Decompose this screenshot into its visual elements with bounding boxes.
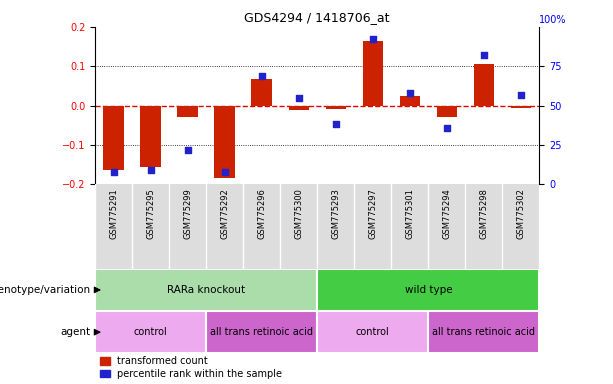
Bar: [95, 269, 318, 311]
Text: GSM775291: GSM775291: [109, 189, 118, 239]
Point: [368, 36, 378, 43]
Bar: [95, 311, 206, 353]
Text: GSM775295: GSM775295: [146, 189, 155, 239]
Point: [219, 169, 229, 175]
Legend: transformed count, percentile rank within the sample: transformed count, percentile rank withi…: [100, 356, 283, 379]
Bar: [363, 41, 383, 106]
Text: all trans retinoic acid: all trans retinoic acid: [210, 327, 313, 337]
Point: [109, 169, 118, 175]
Point: [331, 121, 341, 127]
Point: [479, 52, 489, 58]
Bar: [436, 106, 457, 118]
Bar: [511, 106, 531, 108]
Text: GSM775292: GSM775292: [220, 189, 229, 239]
Text: all trans retinoic acid: all trans retinoic acid: [432, 327, 535, 337]
Text: GSM775293: GSM775293: [331, 189, 340, 239]
Text: wild type: wild type: [405, 285, 452, 295]
Bar: [251, 79, 272, 106]
Bar: [318, 311, 428, 353]
Bar: [326, 106, 346, 109]
Text: GSM775300: GSM775300: [294, 189, 303, 239]
Text: GSM775299: GSM775299: [183, 189, 192, 239]
Text: GSM775298: GSM775298: [479, 189, 489, 239]
Title: GDS4294 / 1418706_at: GDS4294 / 1418706_at: [245, 11, 390, 24]
Point: [294, 95, 303, 101]
Text: control: control: [134, 327, 167, 337]
Text: 100%: 100%: [539, 15, 567, 25]
Text: GSM775302: GSM775302: [516, 189, 525, 239]
Text: RARa knockout: RARa knockout: [167, 285, 245, 295]
Point: [405, 90, 415, 96]
Bar: [104, 106, 124, 170]
Bar: [428, 311, 539, 353]
Text: agent: agent: [61, 327, 91, 337]
Point: [516, 91, 526, 98]
Text: GSM775296: GSM775296: [257, 189, 266, 239]
Point: [183, 147, 192, 153]
Text: genotype/variation: genotype/variation: [0, 285, 91, 295]
Text: GSM775294: GSM775294: [443, 189, 451, 239]
Bar: [140, 106, 161, 167]
Bar: [474, 64, 494, 106]
Point: [442, 124, 452, 131]
Text: GSM775301: GSM775301: [405, 189, 414, 239]
Bar: [318, 269, 539, 311]
Point: [146, 167, 156, 173]
Point: [257, 73, 267, 79]
Text: GSM775297: GSM775297: [368, 189, 377, 239]
Bar: [206, 311, 318, 353]
Text: control: control: [356, 327, 390, 337]
Bar: [289, 106, 309, 109]
Bar: [215, 106, 235, 179]
Bar: [400, 96, 420, 106]
Bar: [177, 106, 198, 118]
